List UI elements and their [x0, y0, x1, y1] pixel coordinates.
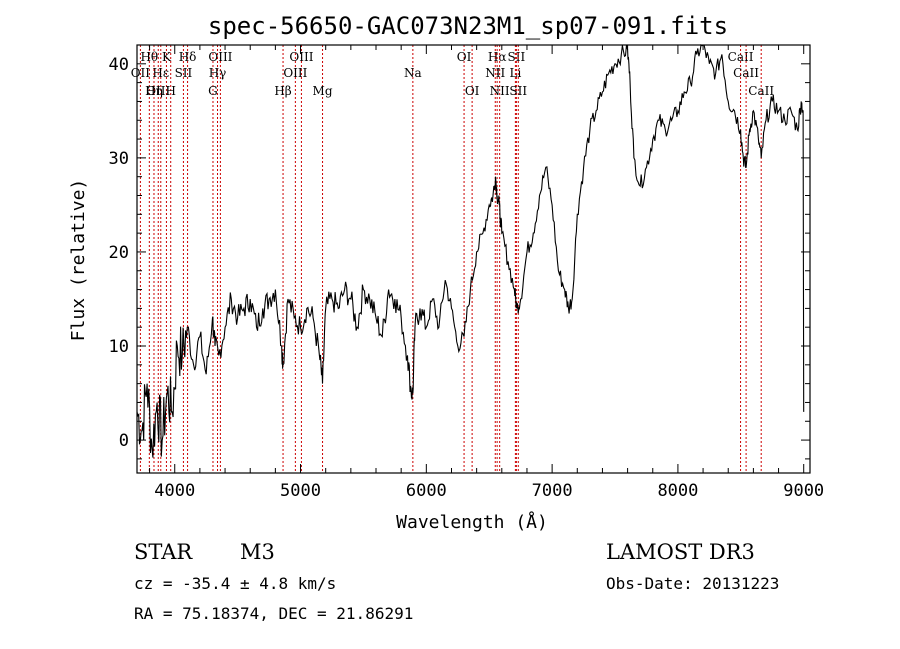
x-tick-label: 7000	[532, 481, 573, 501]
x-axis-label: Wavelength (Å)	[396, 511, 548, 533]
y-tick-label: 30	[109, 149, 129, 169]
y-tick-label: 40	[109, 55, 129, 75]
marker-label: OIII	[146, 84, 170, 98]
marker-label: Hγ	[209, 66, 227, 80]
marker-label: OII	[131, 66, 151, 80]
x-tick-label: 6000	[406, 481, 447, 501]
marker-label: OIII	[289, 50, 313, 64]
marker-label: CaII	[748, 84, 774, 98]
marker-label: Hβ	[274, 84, 291, 98]
redshift-text: cz = -35.4 ± 4.8 km/s	[134, 574, 336, 593]
y-tick-label: 0	[119, 431, 129, 451]
x-tick-label: 9000	[783, 481, 824, 501]
marker-label: NII	[485, 66, 505, 80]
marker-label: SII	[508, 50, 526, 64]
marker-label: Mg	[313, 84, 333, 98]
marker-label: OI	[465, 84, 480, 98]
marker-label: OIII	[283, 66, 307, 80]
marker-label: H	[165, 84, 175, 98]
x-tick-label: 8000	[657, 481, 698, 501]
marker-label: CaII	[728, 50, 754, 64]
marker-label: SII	[509, 84, 527, 98]
y-axis-label: Flux (relative)	[68, 179, 89, 342]
coordinates-text: RA = 75.18374, DEC = 21.86291	[134, 604, 413, 623]
marker-label: G	[208, 84, 218, 98]
axes: 4000 5000 6000 7000 8000 9000 0 10 20 30 40	[109, 44, 824, 501]
x-tick-label: 4000	[154, 481, 195, 501]
info-panel: STAR M3 cz = -35.4 ± 4.8 km/s RA = 75.18…	[134, 540, 779, 623]
marker-label: SII	[175, 66, 193, 80]
marker-label: OI	[457, 50, 472, 64]
marker-label: Hε	[152, 66, 169, 80]
object-subclass: M3	[240, 540, 275, 564]
marker-label: K	[162, 50, 172, 64]
obs-date: Obs-Date: 20131223	[606, 574, 779, 593]
marker-label: Hθ	[140, 50, 158, 64]
marker-label: NII	[490, 84, 510, 98]
survey-name: LAMOST DR3	[606, 540, 755, 564]
marker-label: CaII	[733, 66, 759, 80]
marker-label: Hα	[488, 50, 507, 64]
marker-label: Hη	[145, 84, 163, 98]
chart-title: spec-56650-GAC073N23M1_sp07-091.fits	[208, 12, 728, 40]
line-markers: Hθ OII OIII K H Hε Hη SII Hδ OIII Hγ G Hβ OIII OIII Mg N…	[131, 45, 774, 473]
series-layer	[136, 44, 805, 458]
marker-label: Na	[404, 66, 422, 80]
y-tick-label: 20	[109, 243, 129, 263]
marker-label: OIII	[208, 50, 232, 64]
object-class: STAR	[134, 540, 193, 564]
y-tick-label: 10	[109, 337, 129, 357]
marker-label: Li	[509, 66, 521, 80]
marker-label: Hδ	[179, 50, 197, 64]
x-tick-label: 5000	[280, 481, 321, 501]
spectrum-line	[136, 44, 805, 458]
plot-frame	[136, 44, 811, 474]
